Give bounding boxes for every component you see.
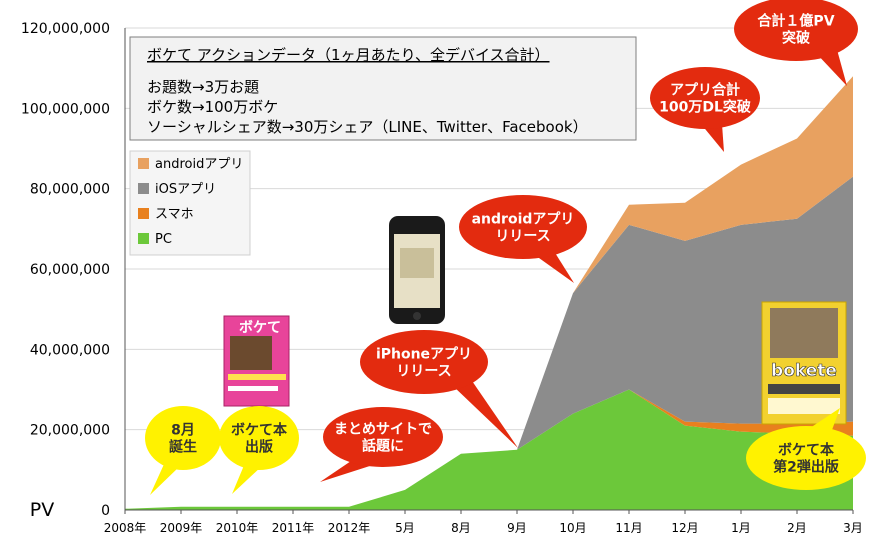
y-tick-label: 20,000,000: [30, 423, 110, 439]
x-tick-label: 3月: [843, 521, 863, 535]
callout-tail: [810, 408, 840, 430]
book-band: [768, 384, 840, 394]
book-photo: [230, 336, 272, 370]
callout-body: [145, 406, 221, 470]
x-tick-label: 11月: [615, 521, 642, 535]
callout-text: 突破: [782, 30, 810, 47]
legend-swatch-pc: [138, 233, 149, 244]
y-tick-label: 0: [101, 503, 110, 519]
legend-swatch-ios: [138, 183, 149, 194]
callout-text: まとめサイトで: [334, 422, 432, 438]
callout-text: iPhoneアプリ: [376, 347, 472, 363]
legend-label-ios: iOSアプリ: [155, 182, 216, 197]
callout-tail: [452, 378, 518, 448]
callout-text: リリース: [495, 229, 550, 245]
callout-text: 合計１億PV: [757, 13, 834, 30]
boketebook-image: ボケて: [223, 315, 290, 407]
callout-text: ボケて本: [231, 422, 288, 439]
book-band: [228, 374, 286, 380]
x-tick-label: 12月: [671, 521, 698, 535]
callout-body: [734, 0, 858, 61]
bokete2-book-image: bokete: [761, 301, 847, 425]
callout-body: [219, 406, 299, 470]
book-title: ボケて: [239, 320, 281, 336]
callout-text: 8月: [171, 423, 195, 439]
info-box: ボケて アクションデータ（1ヶ月あたり、全デバイス合計） お題数→3万お題 ボケ…: [129, 36, 637, 141]
x-tick-label: 2月: [787, 521, 807, 535]
callout-tail: [701, 124, 724, 152]
info-box-line: ボケ数→100万ボケ: [147, 98, 278, 116]
phone-button: [413, 312, 421, 320]
info-box-line: お題数→3万お題: [147, 78, 259, 96]
callout-text: 誕生: [169, 439, 197, 456]
area-iOSアプリ: [125, 176, 853, 509]
legend-swatch-android: [138, 158, 149, 169]
x-tick-label: 2008年: [104, 521, 147, 535]
book-band: [768, 398, 840, 414]
legend-label-smartphone: スマホ: [155, 207, 194, 222]
callout-text: アプリ合計: [670, 82, 740, 99]
legend-swatch-smartphone: [138, 208, 149, 219]
callout-body: [360, 330, 488, 394]
y-axis-label: PV: [30, 499, 54, 521]
callouts: 8月誕生ボケて本出版まとめサイトで話題にiPhoneアプリリリースandroid…: [145, 0, 866, 495]
phone-photo: [400, 248, 434, 278]
book-title: bokete: [771, 361, 837, 381]
x-tick-label: 8月: [451, 521, 471, 535]
callout-text: リリース: [396, 364, 451, 380]
callout-text: 第2弾出版: [773, 459, 839, 476]
x-tick-label: 2012年: [328, 521, 371, 535]
callout-body: [746, 426, 866, 490]
callout-text: 話題に: [362, 438, 404, 455]
legend-label-android: androidアプリ: [155, 157, 243, 172]
y-tick-label: 40,000,000: [30, 342, 110, 358]
stacked-areas: [125, 76, 853, 510]
x-tick-label: 2010年: [216, 521, 259, 535]
y-tick-label: 60,000,000: [30, 262, 110, 278]
callout-body: [459, 195, 587, 259]
y-tick-label: 120,000,000: [21, 21, 110, 37]
x-tick-label: 10月: [559, 521, 586, 535]
callout-text: 100万DL突破: [659, 99, 751, 116]
callout-tail: [150, 462, 180, 495]
x-tick-label: 2009年: [160, 521, 203, 535]
x-tick-label: 1月: [731, 521, 751, 535]
legend-label-pc: PC: [155, 232, 172, 247]
info-box-line: ソーシャルシェア数→30万シェア（LINE、Twitter、Facebook）: [147, 118, 588, 136]
x-tick-label: 9月: [507, 521, 527, 535]
callout-body: [650, 67, 760, 129]
callout-text: ボケて本: [778, 442, 835, 459]
axes: 0 20,000,000 40,000,000 60,000,000 80,000,00…: [21, 21, 863, 535]
x-tick-label: 2011年: [272, 521, 315, 535]
pictures: ボケて bokete: [223, 216, 847, 425]
area-PC: [125, 389, 853, 510]
y-tick-label: 80,000,000: [30, 182, 110, 198]
book-band: [228, 386, 278, 391]
callout-text: androidアプリ: [472, 212, 575, 228]
iphone-image: [389, 216, 445, 324]
callout-body: [323, 407, 443, 467]
callout-tail: [232, 463, 262, 494]
info-box-title: ボケて アクションデータ（1ヶ月あたり、全デバイス合計）: [147, 46, 550, 64]
x-tick-label: 5月: [395, 521, 415, 535]
book-photo: [770, 308, 838, 358]
y-tick-label: 100,000,000: [21, 101, 110, 117]
legend: androidアプリ iOSアプリ スマホ PC: [129, 150, 251, 256]
callout-text: 出版: [245, 439, 273, 456]
